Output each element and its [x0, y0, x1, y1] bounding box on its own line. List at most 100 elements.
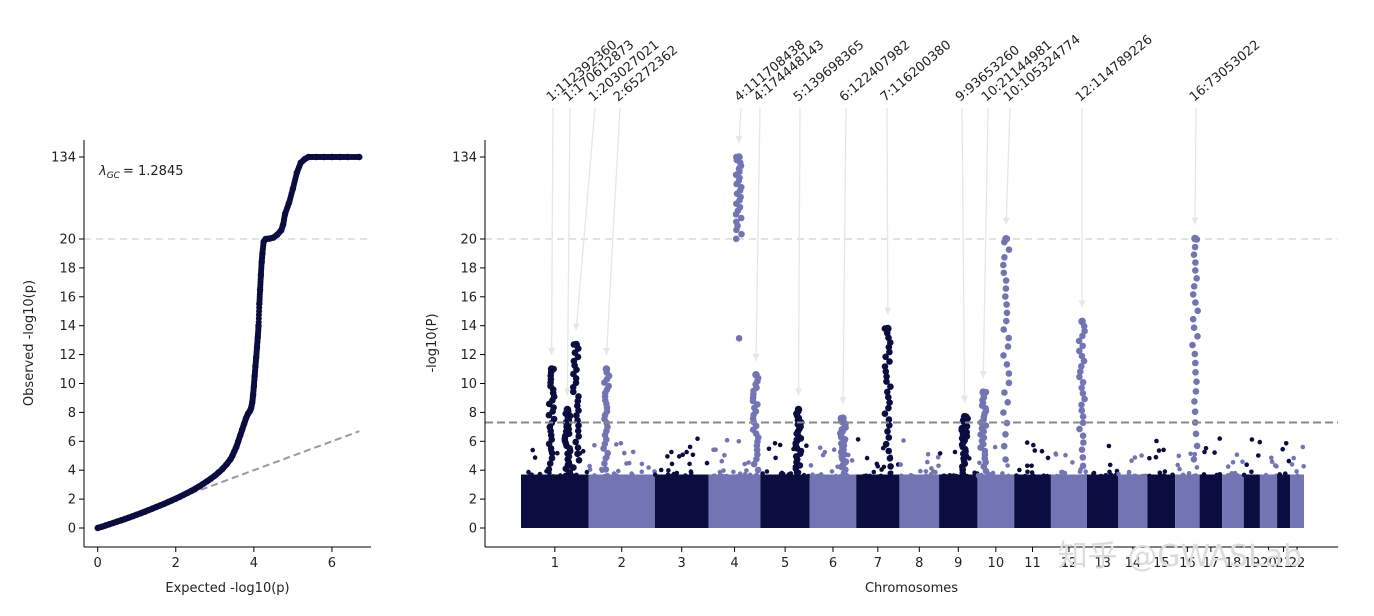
mh-point	[689, 470, 694, 475]
mh-point	[1139, 453, 1144, 458]
mh-peak-point	[1193, 388, 1200, 395]
mh-peak-point	[576, 457, 583, 464]
mh-chromosome-label: 9	[954, 556, 962, 571]
qq-y-tick-label: 20	[59, 233, 76, 248]
mh-peak-point	[575, 444, 582, 451]
mh-point	[1283, 471, 1288, 476]
mh-point	[1031, 443, 1036, 448]
mh-annotation-arrowhead	[980, 371, 987, 378]
mh-point	[1005, 463, 1010, 468]
mh-point	[1274, 464, 1279, 469]
mh-peak-point	[1002, 293, 1009, 300]
mh-peak-point	[1080, 463, 1087, 470]
mh-point	[1141, 474, 1146, 479]
mh-point	[936, 455, 941, 460]
qq-y-break-label: 134	[51, 151, 76, 166]
mh-chromosome-label: 10	[988, 556, 1005, 571]
mh-peak-point	[1004, 361, 1011, 368]
qq-x-tick-label: 6	[328, 556, 336, 571]
mh-chromosome-label: 7	[874, 556, 882, 571]
mh-point	[810, 472, 815, 477]
qq-y-axis-label: Observed -log10(p)	[22, 280, 37, 406]
qq-x-axis-label: Expected -log10(p)	[165, 581, 289, 596]
mh-point	[631, 450, 636, 455]
mh-point	[1133, 455, 1138, 460]
mh-point	[725, 438, 730, 443]
mh-point	[659, 468, 664, 473]
mh-annotation-arrow	[799, 108, 800, 396]
mh-peak-point	[1189, 342, 1196, 349]
mh-peak-point	[1001, 254, 1008, 261]
mh-point	[748, 473, 753, 478]
qq-y-tick-label: 4	[68, 464, 76, 479]
mh-chromosome-label: 11	[1024, 556, 1041, 571]
mh-chr-band-16	[1175, 475, 1200, 529]
qq-y-tick-label: 14	[59, 319, 76, 334]
mh-point	[1055, 474, 1060, 479]
mh-annotation-arrow	[567, 108, 570, 396]
mh-chr-band-7	[856, 475, 899, 529]
mh-point	[1290, 462, 1295, 467]
mh-point	[1116, 472, 1121, 477]
mh-point	[711, 448, 716, 453]
mh-peak-point	[1076, 426, 1083, 433]
mh-point	[901, 438, 906, 443]
mh-point	[619, 441, 624, 446]
mh-point	[722, 453, 727, 458]
mh-point	[765, 469, 770, 474]
mh-annotation-arrow	[1195, 108, 1196, 225]
mh-point	[1181, 473, 1186, 478]
mh-peak-point	[1192, 267, 1199, 274]
mh-chr-band-20	[1260, 475, 1277, 529]
mh-peak-point	[1080, 432, 1087, 439]
mh-y-tick-label: 8	[469, 406, 477, 421]
mh-chr-band-2	[589, 475, 655, 529]
mh-y-tick-label: 4	[469, 464, 477, 479]
mh-annotation-arrowhead	[884, 308, 891, 315]
mh-peak-point	[887, 463, 894, 470]
mh-chr-band-14	[1118, 475, 1147, 529]
mh-point	[1287, 459, 1292, 464]
mh-chr-band-22	[1290, 475, 1304, 529]
mh-point	[742, 462, 747, 467]
mh-point	[1014, 473, 1019, 478]
mh-point	[1104, 473, 1109, 478]
mh-peak-point	[1004, 399, 1011, 406]
qq-y-tick-label: 8	[68, 406, 76, 421]
mh-peak-point	[1003, 285, 1010, 292]
mh-point	[1161, 448, 1166, 453]
mh-lead-snp	[839, 414, 847, 422]
mh-point	[948, 473, 953, 478]
mh-peak-point	[1078, 402, 1085, 409]
mh-point	[1025, 470, 1030, 475]
mh-peak-point	[1192, 360, 1199, 367]
mh-peak-point	[1006, 246, 1013, 253]
mh-peak-point	[1192, 259, 1199, 266]
mh-point	[1154, 455, 1159, 460]
mh-annotation-arrowhead	[840, 397, 847, 404]
mh-point	[737, 439, 742, 444]
mh-point	[1175, 463, 1180, 468]
qq-y-tick-label: 12	[59, 348, 76, 363]
mh-point	[938, 451, 943, 456]
mh-chr-band-5	[761, 475, 810, 529]
mh-point	[720, 459, 725, 464]
mh-annotation-arrowhead	[1191, 218, 1198, 225]
mh-point	[592, 473, 597, 478]
mh-point	[875, 462, 880, 467]
mh-y-tick-label: 20	[460, 233, 477, 248]
mh-point	[779, 472, 784, 477]
mh-point	[929, 466, 934, 471]
mh-peak-point	[1079, 407, 1086, 414]
mh-chr-band-17	[1200, 475, 1223, 529]
qq-x-tick-label: 2	[172, 556, 180, 571]
mh-peak-point	[1005, 474, 1012, 481]
mh-lead-snp	[752, 371, 760, 379]
mh-peak-point	[1003, 301, 1010, 308]
mh-point	[1218, 472, 1223, 477]
mh-point	[1041, 473, 1046, 478]
mh-peak-point	[1193, 378, 1200, 385]
mh-peak-point	[1192, 408, 1199, 415]
